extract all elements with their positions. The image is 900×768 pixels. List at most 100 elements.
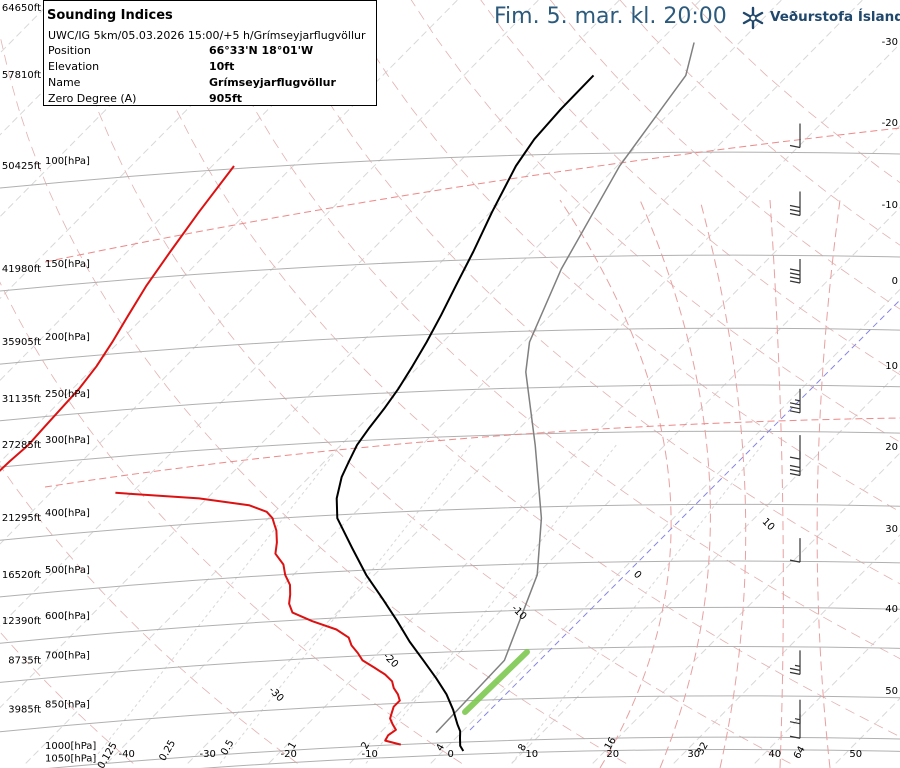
wind-barb bbox=[789, 714, 801, 739]
info-value: 905ft bbox=[209, 92, 243, 105]
dry-adiabat-line bbox=[62, 0, 791, 764]
isotherm-tick-label: 20 bbox=[606, 749, 619, 760]
zero-isotherm-line bbox=[469, 299, 900, 731]
wind-barb-flag bbox=[789, 456, 801, 460]
mixing-ratio-label: 0.5 bbox=[219, 738, 236, 757]
lcl-marker bbox=[462, 649, 530, 715]
isotherm-line bbox=[0, 0, 216, 218]
isobar-line bbox=[0, 151, 900, 189]
info-row-name: Name Grímseyjarflugvöllur bbox=[48, 76, 378, 92]
isotherm-line bbox=[0, 0, 135, 136]
indices-title: Sounding Indices bbox=[47, 8, 173, 23]
info-value: 66°33'N 18°01'W bbox=[209, 44, 314, 57]
altitude-tick-label: 12390ft bbox=[2, 616, 41, 627]
wind-barb bbox=[789, 699, 801, 725]
dewpoint-line bbox=[115, 491, 402, 746]
isotherm-tick-label: 40 bbox=[768, 749, 781, 760]
mixing-ratio-label: 2 bbox=[359, 740, 372, 751]
isotherm-line bbox=[511, 370, 900, 764]
parcel-curve bbox=[435, 42, 695, 734]
wind-barb-flag bbox=[789, 410, 801, 414]
isotherm-line bbox=[349, 206, 900, 764]
wind-barb-half-flag bbox=[794, 399, 801, 402]
pressure-tick-label: 500[hPa] bbox=[45, 565, 90, 576]
wind-barbs bbox=[789, 123, 801, 739]
mixing-ratio-line bbox=[90, 444, 342, 764]
pressure-tick-label: 850[hPa] bbox=[45, 700, 90, 711]
isobar-line bbox=[0, 384, 900, 422]
tropopause-line bbox=[44, 417, 900, 488]
mixing-ratio-label: 64 bbox=[792, 744, 808, 761]
mixing-ratio-line bbox=[365, 444, 617, 764]
isotherm-line bbox=[25, 0, 783, 764]
upper-dewpoint-line bbox=[0, 165, 235, 472]
wind-barb bbox=[789, 123, 801, 149]
wind-barb bbox=[789, 538, 801, 563]
isobar-line bbox=[0, 560, 900, 598]
sounding-series bbox=[0, 42, 695, 752]
dry-adiabat-line bbox=[619, 0, 900, 246]
wind-barb-flag bbox=[789, 272, 801, 276]
wind-barb-flag bbox=[789, 671, 801, 675]
altitude-tick-label: 3985ft bbox=[8, 705, 41, 716]
wind-barb-flag bbox=[789, 204, 801, 209]
wind-barb-half-flag bbox=[794, 718, 801, 721]
pressure-tick-label: 1050[hPa] bbox=[45, 753, 96, 764]
isotherm-line bbox=[106, 0, 864, 764]
isotherm-line bbox=[0, 0, 459, 463]
dry-adiabat-line bbox=[410, 0, 900, 443]
wind-barb bbox=[789, 650, 801, 675]
isobar-line bbox=[0, 503, 900, 541]
isotherm-line bbox=[0, 0, 386, 763]
snowflake-logo-icon bbox=[742, 6, 764, 30]
isobar-line bbox=[0, 430, 900, 468]
wind-barb-flag bbox=[789, 735, 801, 739]
right-axis-label: 30 bbox=[885, 524, 898, 535]
isotherm-tick-label: 30 bbox=[687, 749, 700, 760]
altitude-tick-label: 27285ft bbox=[2, 440, 41, 451]
right-axis-label: -30 bbox=[882, 37, 898, 48]
right-axis-label: 10 bbox=[885, 361, 898, 372]
dry-adiabat-line bbox=[271, 0, 900, 585]
mixing-ratio-label: 8 bbox=[516, 742, 529, 753]
isobar-line bbox=[0, 327, 900, 365]
moist-adiabat-line bbox=[816, 199, 841, 768]
isotherm-inline-label: 10 bbox=[760, 516, 777, 533]
isotherm-tick-label: -10 bbox=[362, 749, 378, 760]
isotherm-line bbox=[0, 0, 297, 300]
altitude-tick-label: 64650ft bbox=[2, 3, 41, 14]
dry-adiabat-line bbox=[0, 464, 298, 764]
isotherm-line bbox=[592, 452, 900, 764]
wind-barb bbox=[789, 435, 801, 460]
right-axis-label: -10 bbox=[882, 200, 898, 211]
pressure-tick-label: 150[hPa] bbox=[45, 259, 90, 270]
wind-barb-flag bbox=[789, 667, 801, 671]
wind-barb bbox=[789, 451, 801, 477]
info-label: Zero Degree (A) bbox=[48, 92, 137, 105]
tropopause-line bbox=[44, 127, 900, 263]
isotherm-tick-label: 0 bbox=[448, 749, 454, 760]
isotherm-tick-label: 10 bbox=[525, 749, 538, 760]
temperature-line bbox=[335, 74, 595, 752]
isotherm-line bbox=[754, 615, 900, 764]
wind-barb-flag bbox=[789, 212, 801, 217]
pressure-tick-label: 600[hPa] bbox=[45, 611, 90, 622]
right-axis-label: 20 bbox=[885, 442, 898, 453]
mixing-ratio-line bbox=[511, 444, 763, 764]
info-value: Grímseyjarflugvöllur bbox=[209, 76, 336, 89]
right-axis-label: -20 bbox=[882, 118, 898, 129]
wind-barb-flag bbox=[789, 268, 801, 272]
info-label: Position bbox=[48, 44, 91, 57]
wind-barb bbox=[789, 388, 801, 414]
isotherm-tick-label: -30 bbox=[200, 749, 216, 760]
axis-labels: 100[hPa] 50425ft 150[hPa] 41980ft 200[hPa] 35… bbox=[2, 3, 898, 768]
wind-barb-half-flag bbox=[794, 664, 801, 667]
altitude-tick-label: 8735ft bbox=[8, 655, 41, 666]
info-label: Name bbox=[48, 76, 81, 89]
wind-barb-flag bbox=[789, 472, 801, 477]
mixing-ratio-label: 4 bbox=[434, 742, 447, 753]
